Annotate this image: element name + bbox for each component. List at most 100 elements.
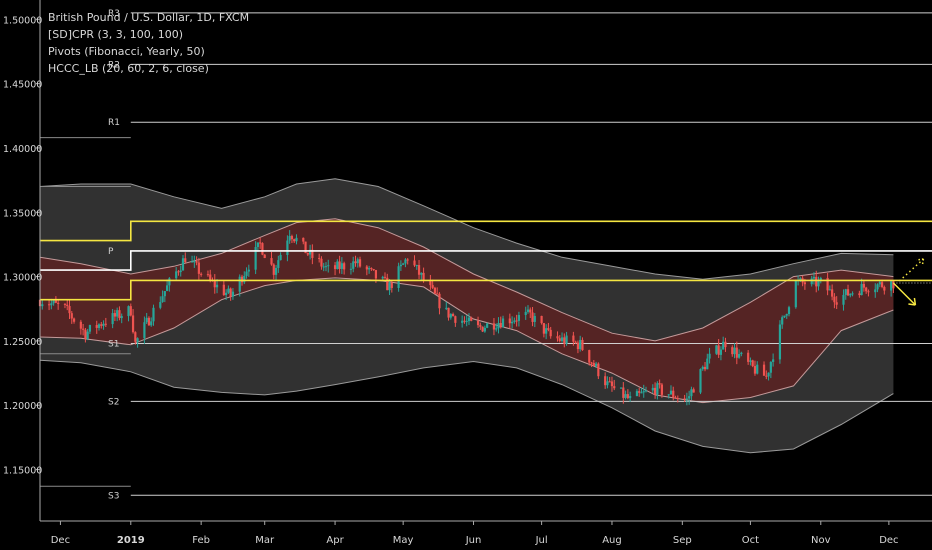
candle-body bbox=[749, 360, 752, 362]
candle-body bbox=[483, 327, 486, 332]
candle-body bbox=[215, 284, 219, 288]
indicator-pivots[interactable]: Pivots (Fibonacci, Yearly, 50) bbox=[48, 45, 205, 58]
cpr-bottom-line bbox=[40, 279, 932, 301]
x-tick-label: May bbox=[393, 535, 414, 546]
candle-body bbox=[354, 261, 357, 264]
candle-body bbox=[844, 289, 847, 295]
candle-body bbox=[161, 296, 164, 303]
candle-body bbox=[417, 265, 421, 275]
candle-body bbox=[690, 389, 693, 397]
candle-body bbox=[420, 272, 423, 275]
pivot-label-s3: S3 bbox=[108, 491, 119, 501]
candle-body bbox=[431, 285, 434, 288]
candle-body bbox=[343, 263, 346, 270]
candle-body bbox=[308, 249, 312, 255]
candle-body bbox=[324, 266, 328, 268]
candle-body bbox=[399, 264, 402, 267]
candle-body bbox=[290, 236, 294, 240]
x-tick-label: Aug bbox=[602, 535, 622, 546]
candle-body bbox=[386, 277, 389, 291]
candle-body bbox=[82, 328, 85, 330]
candle-body bbox=[867, 291, 870, 293]
candle-body bbox=[370, 268, 373, 270]
candle-body bbox=[163, 290, 166, 297]
candle-body bbox=[229, 288, 232, 297]
candle-body bbox=[131, 315, 135, 333]
candle-body bbox=[560, 337, 564, 341]
candle-body bbox=[733, 347, 736, 355]
candle-body bbox=[311, 249, 314, 258]
candle-body bbox=[526, 309, 530, 312]
candle-body bbox=[97, 324, 101, 328]
candle-body bbox=[778, 324, 782, 360]
candle-body bbox=[581, 339, 584, 351]
candle-body bbox=[120, 316, 123, 319]
indicator-hccc[interactable]: HCCC_LB (20, 60, 2, 6, close) bbox=[48, 62, 209, 75]
candle-body bbox=[545, 328, 548, 334]
y-tick-label: 1.35000 bbox=[3, 208, 42, 219]
candle-body bbox=[476, 320, 480, 326]
candle-body bbox=[767, 372, 770, 377]
candle-body bbox=[365, 266, 368, 270]
candle-body bbox=[63, 303, 67, 305]
candle-body bbox=[660, 384, 664, 395]
candle-body bbox=[579, 339, 582, 350]
candle-body bbox=[175, 271, 178, 279]
candle-body bbox=[747, 352, 750, 362]
candle-body bbox=[406, 259, 409, 261]
candle-body bbox=[340, 263, 343, 269]
candle-body bbox=[261, 243, 264, 255]
candle-body bbox=[676, 398, 679, 400]
candle-body bbox=[136, 338, 139, 342]
candle-body bbox=[358, 259, 362, 267]
x-tick-label: Dec bbox=[879, 535, 898, 546]
candle-body bbox=[222, 284, 225, 296]
cpr-lines bbox=[40, 220, 932, 301]
candle-body bbox=[576, 342, 580, 350]
candle-body bbox=[701, 366, 704, 370]
candle-body bbox=[799, 278, 802, 281]
candle-body bbox=[880, 282, 884, 287]
inner-band-lower bbox=[39, 277, 894, 404]
candle-body bbox=[740, 352, 743, 354]
candle-body bbox=[243, 275, 246, 283]
candle-body bbox=[240, 276, 244, 283]
candle-body bbox=[84, 329, 87, 339]
candle-body bbox=[302, 237, 305, 242]
candle-body bbox=[372, 268, 375, 271]
pivot-label-r2: R2 bbox=[108, 60, 120, 70]
candle-body bbox=[397, 266, 400, 288]
candle-body bbox=[402, 263, 405, 265]
candle-body bbox=[572, 335, 575, 342]
candle-body bbox=[256, 242, 259, 247]
candle-body bbox=[463, 320, 466, 322]
candle-body bbox=[511, 321, 514, 324]
candle-body bbox=[731, 347, 734, 355]
pivot-label-r3: R3 bbox=[108, 9, 120, 19]
candle-body bbox=[638, 391, 641, 393]
candle-body bbox=[563, 337, 566, 344]
chart-legend: British Pound / U.S. Dollar, 1D, FXCM [S… bbox=[48, 9, 249, 77]
candle-body bbox=[166, 285, 169, 291]
candle-body bbox=[479, 325, 482, 327]
candle-body bbox=[842, 294, 845, 305]
candle-body bbox=[722, 341, 725, 350]
candle-body bbox=[515, 320, 518, 322]
candle-body bbox=[47, 304, 51, 306]
candle-body bbox=[883, 286, 886, 291]
candle-body bbox=[333, 265, 337, 270]
candle-body bbox=[765, 375, 768, 377]
indicator-cpr[interactable]: [SD]CPR (3, 3, 100, 100) bbox=[48, 28, 184, 41]
candle-body bbox=[858, 293, 861, 296]
x-tick-label: Apr bbox=[326, 535, 344, 546]
candle-body bbox=[200, 273, 203, 275]
candle-body bbox=[594, 363, 598, 366]
inner-band-upper bbox=[39, 218, 894, 342]
candle-body bbox=[383, 276, 387, 278]
candle-body bbox=[481, 326, 484, 332]
candle-body bbox=[465, 321, 468, 323]
candle-body bbox=[404, 259, 407, 264]
candle-body bbox=[819, 277, 822, 281]
candle-body bbox=[118, 310, 121, 319]
